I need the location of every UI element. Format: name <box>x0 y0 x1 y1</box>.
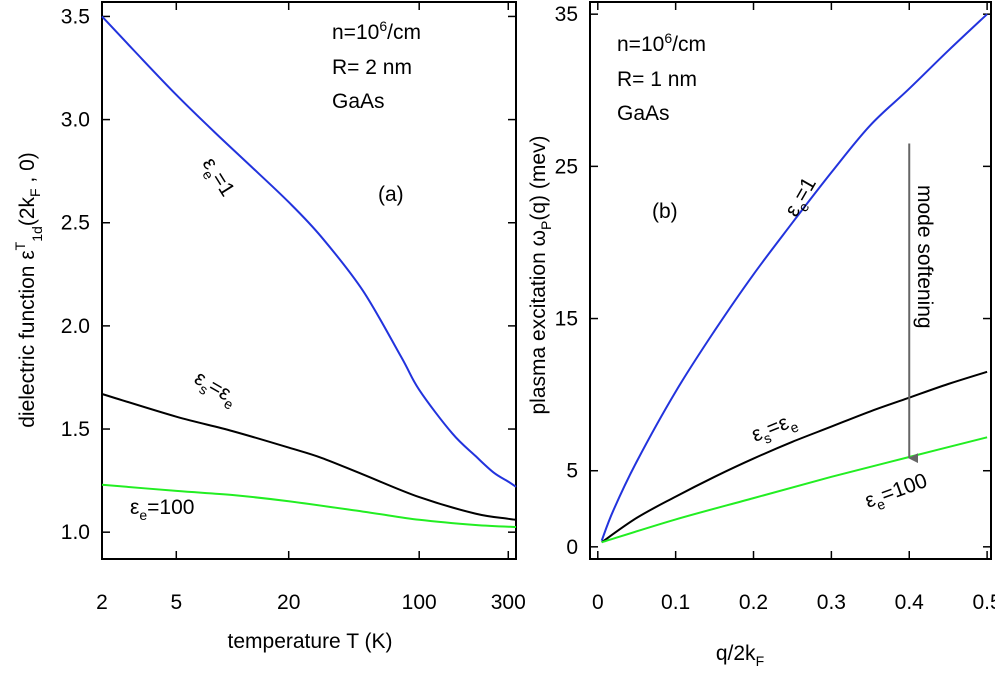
panel-b-label-eps-s-e: εs=εe <box>748 408 801 450</box>
panel-b: 0 0.1 0.2 0.3 0.4 0.5 0 5 15 25 35 n=106/cm R= 1 n… <box>527 1 995 669</box>
panel-a-density: n=106/cm <box>332 18 421 44</box>
panel-a-ytick-label: 3.0 <box>61 109 90 132</box>
panel-a-xtick-label: 300 <box>491 591 526 614</box>
panel-b-label-eps-e1: εe=1 <box>780 173 824 222</box>
panel-a-label-eps-s-e: εs=εe <box>189 366 242 412</box>
panel-a-xtick-label: 2 <box>96 591 108 614</box>
panel-a-series-1 <box>101 393 517 521</box>
panel-b-axes: 0 0.1 0.2 0.3 0.4 0.5 0 5 15 25 35 <box>555 2 995 614</box>
panel-a-label-eps-e1: εe=1 <box>194 153 239 202</box>
panel-a-radius: R= 2 nm <box>332 56 412 79</box>
panel-a-xlabel: temperature T (K) <box>228 630 393 653</box>
panel-a-ytick-label: 2.5 <box>61 212 90 235</box>
panel-b-xlabel: q/2kF <box>716 642 764 669</box>
panel-a-frame <box>101 1 517 560</box>
panel-b-label: (b) <box>652 200 678 223</box>
panel-a-series-0 <box>101 15 517 488</box>
panel-b-label-eps-e100: εe=100 <box>862 469 932 516</box>
panel-a-ylabel: dielectric function εT1d(2kF , 0) <box>12 152 45 428</box>
panel-b-series-0 <box>600 13 988 542</box>
panel-b-xtick-label: 0.2 <box>739 591 768 614</box>
panel-a: 2 5 20 100 300 1.0 1.5 2.0 2.5 3.0 3.5 n=106/cm R=… <box>12 1 526 653</box>
panel-a-label: (a) <box>378 183 404 206</box>
panel-b-density: n=106/cm <box>617 30 706 56</box>
panel-a-ytick-label: 3.5 <box>61 5 90 28</box>
panel-b-xtick-label: 0.5 <box>973 591 995 614</box>
panel-b-xtick-label: 0.3 <box>817 591 846 614</box>
panel-a-ytick-label: 2.0 <box>61 315 90 338</box>
panel-b-ytick-label: 0 <box>566 536 578 559</box>
panel-b-radius: R= 1 nm <box>617 68 697 91</box>
panel-a-series-2 <box>101 483 517 528</box>
panel-a-ytick-label: 1.5 <box>61 418 90 441</box>
panel-a-material: GaAs <box>332 90 385 113</box>
panel-a-xtick-label: 5 <box>170 591 182 614</box>
panel-a-xtick-label: 20 <box>277 591 300 614</box>
panel-b-xtick-label: 0.1 <box>661 591 690 614</box>
panel-b-material: GaAs <box>617 102 670 125</box>
mode-softening-label: mode softening <box>913 185 936 329</box>
panel-b-ytick-label: 5 <box>566 460 578 483</box>
panel-b-frame <box>589 1 992 560</box>
panel-a-axes: 2 5 20 100 300 1.0 1.5 2.0 2.5 3.0 3.5 <box>61 2 526 614</box>
panel-a-xtick-label: 100 <box>402 591 437 614</box>
panel-b-ytick-label: 15 <box>555 308 578 331</box>
panel-a-series <box>101 15 517 528</box>
panel-b-ytick-label: 25 <box>555 155 578 178</box>
panel-a-label-eps-e100: εe=100 <box>130 496 194 523</box>
panel-b-ylabel: plasma excitation ωP(q) (mev) <box>527 136 554 415</box>
panel-b-xtick-label: 0.4 <box>895 591 925 614</box>
panel-a-ytick-label: 1.0 <box>61 521 90 544</box>
panel-b-ytick-label: 35 <box>555 3 578 26</box>
panel-b-series-1 <box>601 370 988 544</box>
panel-b-xtick-label: 0 <box>592 591 604 614</box>
